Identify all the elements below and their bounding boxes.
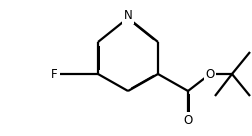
Text: N: N: [124, 9, 132, 22]
Text: O: O: [205, 67, 215, 81]
Text: F: F: [50, 67, 57, 81]
Text: O: O: [183, 114, 193, 127]
